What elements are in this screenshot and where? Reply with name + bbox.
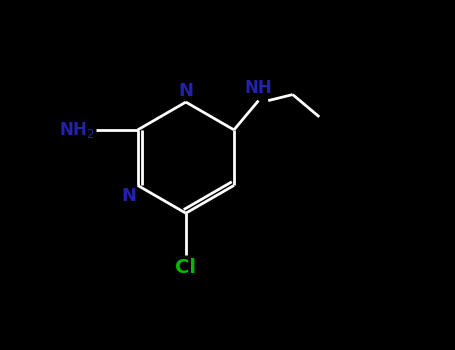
Text: N: N bbox=[121, 187, 136, 205]
Text: NH: NH bbox=[245, 79, 273, 97]
Text: N: N bbox=[178, 82, 193, 100]
Text: NH$_2$: NH$_2$ bbox=[59, 120, 94, 140]
Text: Cl: Cl bbox=[175, 258, 197, 277]
